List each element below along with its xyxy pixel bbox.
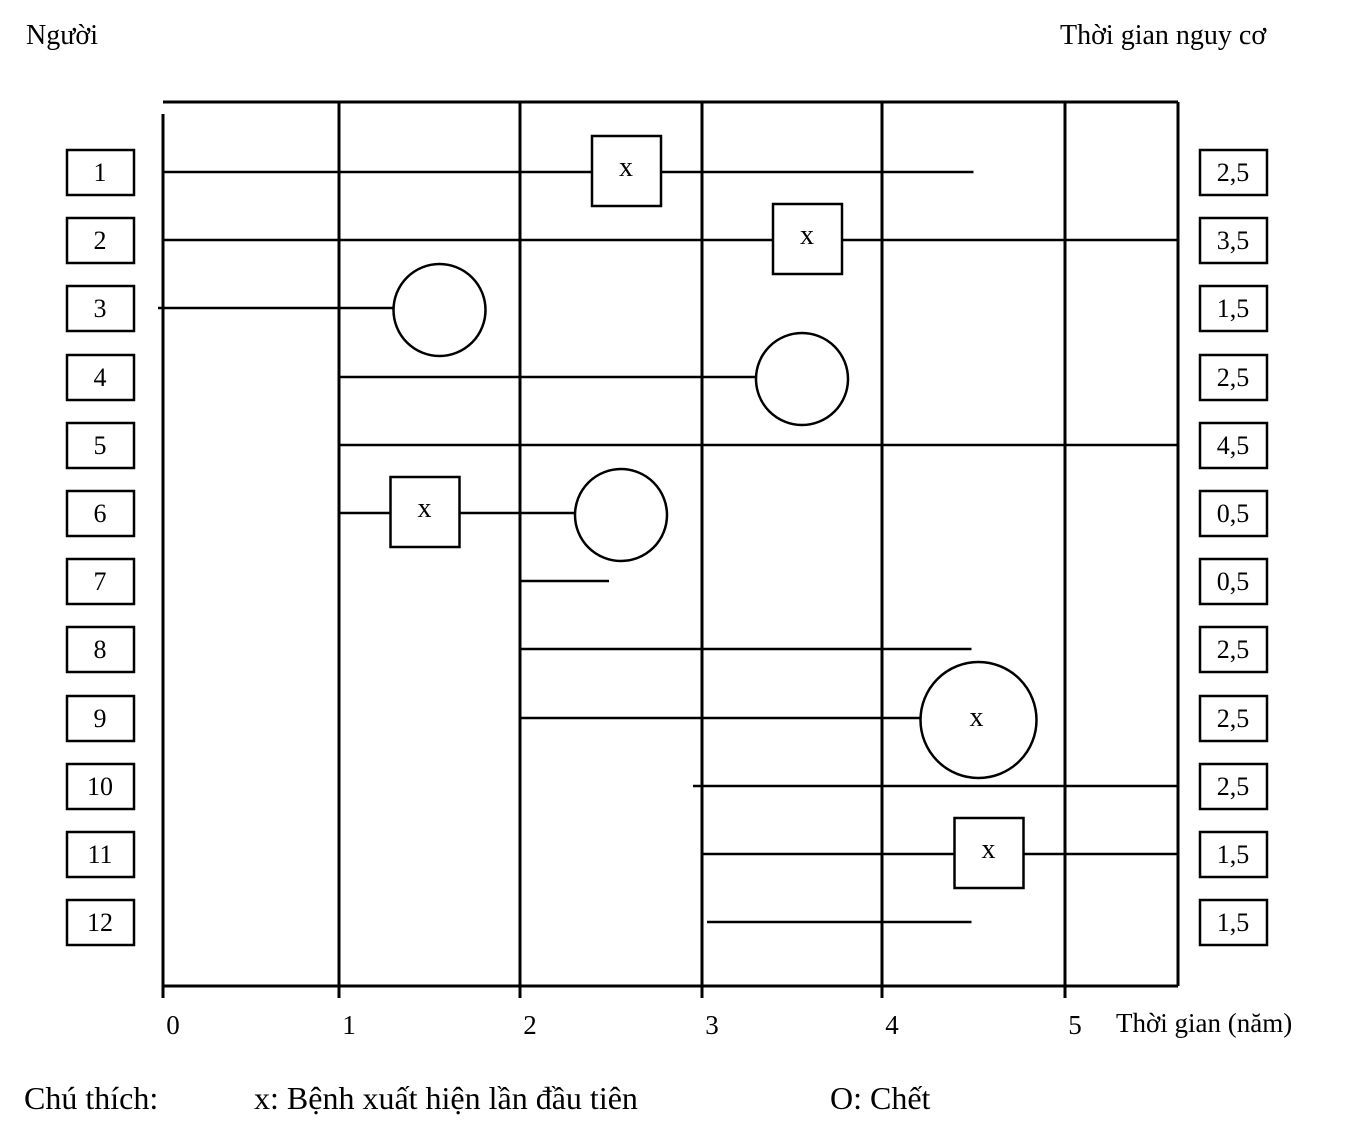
person-id-label: 6 <box>94 499 107 528</box>
person-id-box <box>65 421 136 470</box>
person-id-box <box>65 148 136 197</box>
risk-time-label: 1,5 <box>1217 908 1250 937</box>
onset-marker-label: x <box>800 220 814 251</box>
onset-marker <box>771 202 844 276</box>
risk-time-label: 2,5 <box>1217 772 1250 801</box>
person-id-label: 2 <box>94 226 107 255</box>
risk-time-label: 2,5 <box>1217 363 1250 392</box>
risk-time-label: 2,5 <box>1217 158 1250 187</box>
risk-time-box <box>1198 762 1269 811</box>
x-tick-label: 0 <box>166 1010 180 1040</box>
risk-time-box <box>1198 421 1269 470</box>
onset-marker <box>389 475 461 549</box>
legend-title: Chú thích: <box>24 1080 159 1116</box>
onset-marker <box>590 134 663 208</box>
x-axis-label: Thời gian (năm) <box>1116 1008 1292 1038</box>
person-row-8: 8 2,5 <box>65 625 1269 674</box>
x-axis-ticks: 0 1 2 3 4 5 <box>161 986 1082 1040</box>
person-row-9: 9 2,5 x <box>65 660 1269 780</box>
death-marker <box>754 331 850 427</box>
person-row-1: 1 2,5 x <box>65 134 1269 208</box>
person-id-box <box>65 898 136 947</box>
risk-time-label: 4,5 <box>1217 431 1250 460</box>
person-id-box <box>65 830 136 879</box>
person-id-box <box>65 284 136 333</box>
onset-marker-label: x <box>418 493 432 524</box>
x-tick-label: 2 <box>523 1010 537 1040</box>
risk-time-column-header: Thời gian nguy cơ <box>1060 20 1267 51</box>
legend-onset: x: Bệnh xuất hiện lần đầu tiên <box>254 1080 638 1116</box>
x-tick-label: 3 <box>705 1010 719 1040</box>
risk-time-box <box>1198 557 1269 606</box>
person-id-box <box>65 694 136 743</box>
person-id-label: 8 <box>94 635 107 664</box>
risk-time-box <box>1198 284 1269 333</box>
person-id-label: 9 <box>94 704 107 733</box>
x-tick-label: 5 <box>1068 1010 1082 1040</box>
person-id-label: 7 <box>94 567 107 596</box>
person-row-6: 6 0,5 x <box>65 467 1269 563</box>
risk-time-label: 3,5 <box>1217 226 1250 255</box>
person-id-label: 5 <box>94 431 107 460</box>
risk-time-box <box>1198 216 1269 265</box>
risk-time-label: 0,5 <box>1217 499 1250 528</box>
risk-time-label: 2,5 <box>1217 635 1250 664</box>
person-id-box <box>65 353 136 402</box>
person-rows: 1 2,5x2 3,5x3 1,54 2,55 4,56 0,5x7 0,58 2,59 2,5x… <box>65 134 1269 947</box>
person-id-box <box>65 557 136 606</box>
person-id-label: 12 <box>87 908 113 937</box>
person-row-5: 5 4,5 <box>65 421 1269 470</box>
risk-time-box <box>1198 694 1269 743</box>
onset-marker-label: x <box>982 834 996 865</box>
person-id-box <box>65 762 136 811</box>
person-id-box <box>65 489 136 538</box>
death-marker <box>392 262 487 358</box>
person-row-10: 10 2,5 <box>65 762 1269 811</box>
onset-marker <box>953 816 1025 890</box>
death-marker <box>919 660 1038 780</box>
x-tick-label: 4 <box>885 1010 899 1040</box>
risk-time-label: 0,5 <box>1217 567 1250 596</box>
risk-time-box <box>1198 489 1269 538</box>
person-id-label: 4 <box>94 363 107 392</box>
risk-time-box <box>1198 625 1269 674</box>
person-row-3: 3 1,5 <box>65 262 1269 358</box>
person-id-box <box>65 216 136 265</box>
person-id-label: 10 <box>87 772 113 801</box>
risk-time-box <box>1198 353 1269 402</box>
x-tick-label: 1 <box>342 1010 356 1040</box>
death-marker <box>573 467 669 563</box>
person-row-4: 4 2,5 <box>65 331 1269 427</box>
person-row-7: 7 0,5 <box>65 557 1269 606</box>
risk-time-label: 2,5 <box>1217 704 1250 733</box>
risk-time-box <box>1198 898 1269 947</box>
person-id-label: 11 <box>87 840 112 869</box>
person-id-box <box>65 625 136 674</box>
legend-death: O: Chết <box>830 1080 931 1116</box>
person-row-11: 11 1,5 x <box>65 816 1269 890</box>
death-marker-onset-label: x <box>970 702 984 733</box>
people-column-header: Người <box>26 20 98 51</box>
person-id-label: 3 <box>94 294 107 323</box>
onset-marker-label: x <box>619 152 633 183</box>
person-id-label: 1 <box>94 158 107 187</box>
year-gridlines <box>337 102 1180 986</box>
risk-time-box <box>1198 148 1269 197</box>
risk-time-box <box>1198 830 1269 879</box>
person-row-2: 2 3,5 x <box>65 202 1269 276</box>
person-row-12: 12 1,5 <box>65 898 1269 947</box>
risk-time-label: 1,5 <box>1217 294 1250 323</box>
risk-time-label: 1,5 <box>1217 840 1250 869</box>
